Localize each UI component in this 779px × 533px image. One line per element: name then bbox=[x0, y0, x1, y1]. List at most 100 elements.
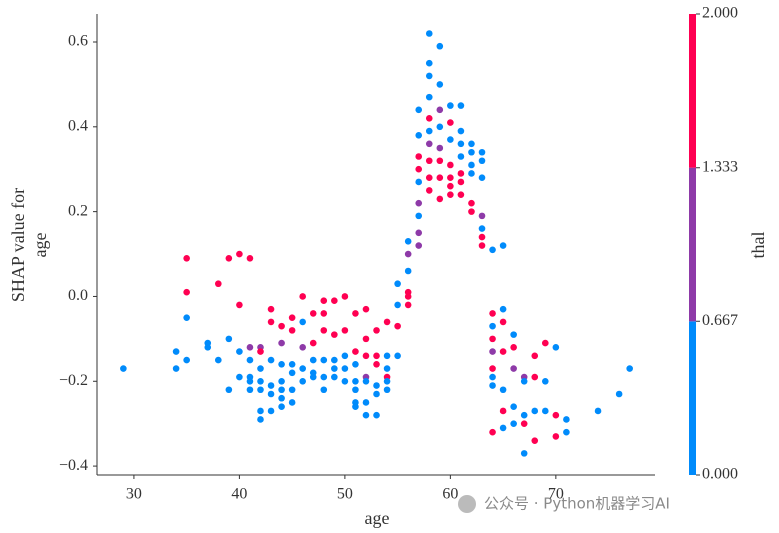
point bbox=[425, 59, 433, 67]
point bbox=[489, 373, 496, 381]
point bbox=[331, 373, 338, 381]
point bbox=[341, 365, 349, 372]
colorbar-tick-label: 0.000 bbox=[702, 466, 738, 483]
point bbox=[246, 377, 254, 385]
point bbox=[415, 131, 423, 139]
x-tick-label: 70 bbox=[548, 486, 564, 503]
y-axis-label: age bbox=[30, 233, 50, 258]
point bbox=[531, 437, 539, 444]
point bbox=[404, 293, 412, 300]
point bbox=[383, 352, 391, 360]
point bbox=[362, 399, 370, 406]
x-tick-label: 40 bbox=[231, 486, 247, 503]
point bbox=[383, 377, 391, 385]
point bbox=[447, 136, 454, 143]
x-tick-label: 50 bbox=[337, 486, 353, 503]
point bbox=[373, 352, 380, 360]
point bbox=[309, 356, 317, 364]
point bbox=[373, 411, 380, 419]
point bbox=[425, 93, 433, 101]
colorbar-segment bbox=[689, 14, 696, 168]
point bbox=[415, 153, 423, 160]
point bbox=[541, 407, 549, 415]
point bbox=[520, 411, 528, 419]
colorbar-tick-label: 2.000 bbox=[702, 5, 738, 22]
point bbox=[436, 174, 444, 182]
point bbox=[331, 365, 338, 372]
point bbox=[447, 182, 454, 190]
point bbox=[404, 238, 412, 245]
point bbox=[267, 407, 275, 415]
point bbox=[404, 301, 412, 309]
point bbox=[425, 157, 433, 165]
point bbox=[320, 327, 328, 334]
point bbox=[299, 344, 306, 351]
point bbox=[415, 199, 423, 207]
point bbox=[425, 72, 433, 80]
point bbox=[425, 127, 433, 135]
y-axis-label: SHAP value for bbox=[8, 188, 28, 302]
point bbox=[415, 242, 423, 249]
point bbox=[341, 327, 349, 334]
point bbox=[331, 331, 338, 338]
point bbox=[457, 140, 465, 148]
point bbox=[267, 390, 275, 398]
point bbox=[415, 165, 423, 173]
point bbox=[278, 386, 285, 394]
point bbox=[436, 144, 444, 152]
point bbox=[352, 377, 359, 385]
point bbox=[447, 102, 454, 109]
point bbox=[489, 348, 496, 355]
point bbox=[278, 403, 285, 411]
point bbox=[236, 348, 243, 355]
point bbox=[425, 174, 433, 182]
point bbox=[352, 403, 359, 411]
point bbox=[225, 386, 233, 394]
point bbox=[236, 301, 243, 309]
point bbox=[541, 377, 549, 385]
point bbox=[447, 191, 454, 198]
point bbox=[288, 399, 296, 406]
point bbox=[309, 339, 317, 347]
point bbox=[425, 140, 433, 148]
point bbox=[478, 233, 486, 241]
point bbox=[120, 365, 127, 372]
point bbox=[257, 377, 264, 385]
point bbox=[257, 365, 264, 372]
x-axis-label: age bbox=[365, 508, 390, 528]
point bbox=[457, 191, 465, 198]
point bbox=[352, 361, 359, 368]
point bbox=[520, 420, 528, 427]
point bbox=[478, 148, 486, 156]
point bbox=[457, 153, 465, 160]
point bbox=[257, 386, 264, 394]
point bbox=[362, 335, 370, 343]
point bbox=[267, 305, 275, 313]
point bbox=[320, 373, 328, 381]
point bbox=[278, 322, 285, 330]
point bbox=[183, 356, 190, 364]
point bbox=[468, 208, 475, 215]
point bbox=[468, 170, 475, 177]
point bbox=[457, 102, 465, 109]
point bbox=[563, 428, 570, 436]
colorbar-tick-label: 0.667 bbox=[702, 312, 738, 329]
point bbox=[489, 365, 496, 372]
point bbox=[352, 348, 359, 355]
point bbox=[288, 369, 296, 377]
point bbox=[236, 250, 243, 258]
watermark-icon bbox=[458, 495, 476, 513]
point bbox=[436, 106, 444, 114]
point bbox=[499, 242, 507, 249]
point bbox=[552, 344, 560, 351]
colorbar-tick-label: 1.333 bbox=[702, 158, 738, 175]
point bbox=[236, 373, 243, 381]
point bbox=[563, 416, 570, 423]
point bbox=[499, 386, 507, 394]
point bbox=[447, 119, 454, 126]
point bbox=[394, 322, 401, 330]
point bbox=[299, 365, 306, 372]
point bbox=[520, 450, 528, 457]
point bbox=[215, 280, 222, 288]
